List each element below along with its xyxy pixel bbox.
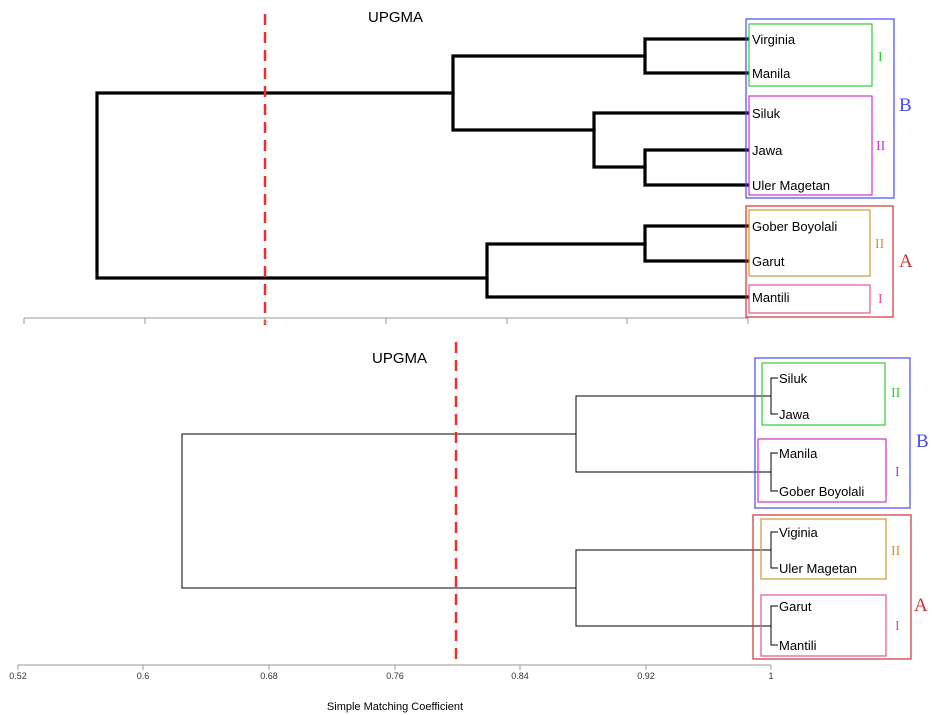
branch-group-a [485,242,750,299]
tick-label: 0.76 [386,671,404,681]
leaf-label: Mantili [752,290,790,305]
subgroup-box [760,518,887,580]
branch-root-bottom [181,433,576,589]
subgroup-box [748,284,871,314]
branch-manila-gober [770,452,778,492]
tick-label: 0.52 [9,671,27,681]
subgroup-box [748,23,873,87]
leaf-label: Manila [752,66,791,81]
group-letter: A [899,251,913,272]
leaf-label: Virginia [752,32,796,47]
subgroup-box [757,438,887,503]
branch-group-a [575,549,771,627]
subgroup-label: II [876,139,886,154]
axis-bottom [17,664,772,670]
leaf-label: Mantili [779,638,817,653]
branch-siluk-jawa [770,377,778,415]
branch-jawa-uler [643,148,750,187]
group-b-box-top [745,18,895,199]
tick-label: 0.92 [637,671,655,681]
leaf-label: Gober Boyolali [752,219,837,234]
dendrogram-bottom: UPGMA 0.52 0.6 0.68 0.7 [9,342,929,713]
group-letter: B [899,95,912,116]
subgroup-label: II [891,386,901,401]
axis-label: Simple Matching Coefficient [327,701,463,713]
dendrogram-top: UPGMA Virginia Manila Siluk Ja [23,9,913,325]
leaf-label: Viginia [779,525,819,540]
branch-group-b [451,54,647,132]
subgroup-box [760,594,887,657]
group-letter: A [914,595,928,616]
subgroup-label: I [895,465,900,480]
tick-label: 0.68 [260,671,278,681]
leaf-label: Uler Magetan [752,178,830,193]
subgroup-label: I [878,50,883,65]
branch-virginia-manila [643,37,750,75]
axis-bottom-ticklabels: 0.52 0.6 0.68 0.76 0.84 0.92 1 [9,671,773,681]
tick-label: 0.6 [137,671,150,681]
subgroup-label: I [878,292,883,307]
subgroup-box [761,362,886,426]
dendrogram-top-branches [95,37,750,299]
dendrogram-top-title: UPGMA [368,9,423,26]
tick-label: 1 [768,671,773,681]
subgroup-label: II [875,237,885,252]
leaf-label: Siluk [779,371,808,386]
branch-gober-garut [643,224,750,263]
group-b-box-bottom [754,357,911,509]
leaf-label: Siluk [752,106,781,121]
dendrogram-bottom-title: UPGMA [372,350,427,367]
subgroup-box [748,95,873,196]
group-a-box-top [745,205,894,318]
axis-top [23,317,749,324]
tick-label: 0.84 [511,671,529,681]
leaf-label: Uler Magetan [779,561,857,576]
subgroup-label: II [891,544,901,559]
group-a-box-bottom [752,514,912,660]
leaf-label: Garut [752,254,785,269]
subgroup-label: I [895,619,900,634]
leaf-label: Garut [779,599,812,614]
leaf-label: Manila [779,446,818,461]
group-letter: B [916,431,929,452]
branch-siluk-jawa-uler [592,111,750,169]
branch-group-b [575,395,771,473]
leaf-label: Jawa [779,407,810,422]
leaf-label: Gober Boyolali [779,484,864,499]
branch-root-top [95,91,489,280]
branch-garut-mantili [770,605,778,646]
leaf-label: Jawa [752,143,783,158]
subgroup-box [748,209,871,277]
dendrogram-bottom-branches [181,377,778,646]
branch-viginia-uler [770,531,778,569]
